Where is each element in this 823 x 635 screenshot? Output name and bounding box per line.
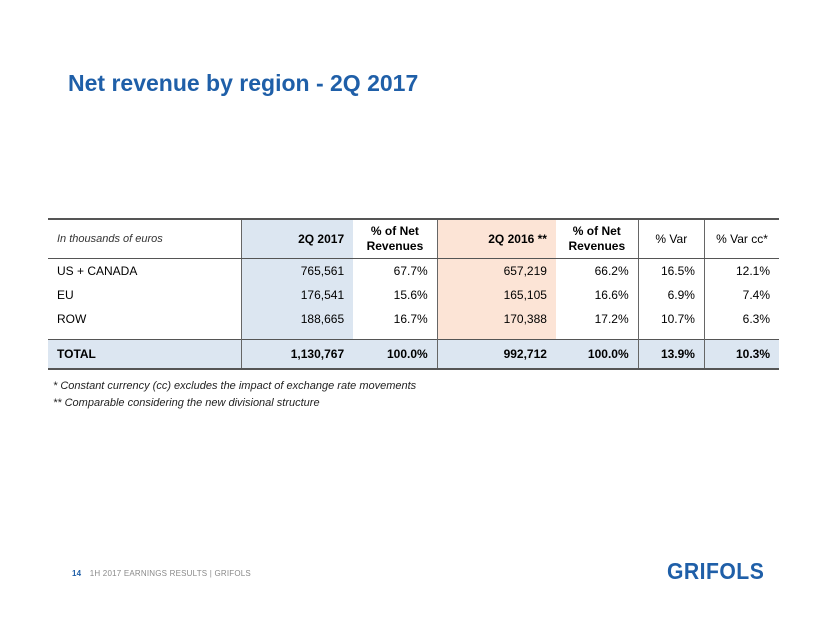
spacer-cell <box>353 331 437 340</box>
table-header-row: In thousands of euros 2Q 2017 % of Net R… <box>48 218 779 259</box>
cell-2q-2016: 657,219 <box>436 258 556 283</box>
spacer-cell <box>241 331 354 340</box>
header-pct-net-revenues-2016: % of Net Revenues <box>555 218 639 259</box>
cell-var: 10.7% <box>637 307 705 331</box>
spacer-cell <box>556 331 638 340</box>
total-var-cc: 10.3% <box>703 339 779 370</box>
page-number: 14 <box>72 569 82 578</box>
header-units-label: In thousands of euros <box>48 218 242 259</box>
grifols-logo: GRIFOLS <box>667 558 765 584</box>
cell-var: 6.9% <box>637 283 705 307</box>
header-pct-var-cc: % Var cc* <box>703 218 779 259</box>
total-2q-2016: 992,712 <box>436 339 556 370</box>
table-row: US + CANADA 765,561 67.7% 657,219 66.2% … <box>48 258 779 283</box>
cell-2q-2017: 188,665 <box>241 307 354 331</box>
footnote-comparable: ** Comparable considering the new divisi… <box>53 397 320 409</box>
cell-pct-2016: 66.2% <box>594 264 629 278</box>
row-spacer <box>48 331 779 340</box>
spacer-cell <box>48 331 242 340</box>
header-pct-net-revenues-2017-text: % of Net Revenues <box>366 224 424 253</box>
cell-var-cc: 6.3% <box>703 307 779 331</box>
table-row: EU 176,541 15.6% 165,105 16.6% 6.9% 7.4% <box>48 283 779 307</box>
total-row: TOTAL 1,130,767 100.0% 992,712 100.0% 13… <box>48 339 779 370</box>
cell-pct-2017: 67.7% <box>393 264 428 278</box>
slide-footer: 14 1H 2017 EARNINGS RESULTS | GRIFOLS <box>72 569 251 578</box>
total-label: TOTAL <box>48 339 242 370</box>
cell-2q-2017: 765,561 <box>241 258 354 283</box>
footer-text: 1H 2017 EARNINGS RESULTS | GRIFOLS <box>89 569 251 578</box>
total-var: 13.9% <box>637 339 705 370</box>
header-pct-var: % Var <box>637 218 705 259</box>
page-title: Net revenue by region - 2Q 2017 <box>68 70 419 96</box>
row-label: ROW <box>57 312 87 326</box>
cell-pct-2017: 16.7% <box>393 312 428 326</box>
cell-var: 16.5% <box>637 258 705 283</box>
spacer-cell <box>436 331 556 340</box>
header-2q-2016: 2Q 2016 ** <box>436 218 556 259</box>
table-row: ROW 188,665 16.7% 170,388 17.2% 10.7% 6.… <box>48 307 779 331</box>
spacer-cell <box>637 331 705 340</box>
header-2q-2017: 2Q 2017 <box>241 218 354 259</box>
total-pct-2016: 100.0% <box>555 339 639 370</box>
row-label: US + CANADA <box>57 264 138 278</box>
footnotes: * Constant currency (cc) excludes the im… <box>53 378 416 412</box>
cell-pct-2016: 16.6% <box>594 288 629 302</box>
spacer-cell <box>703 331 779 340</box>
cell-var-cc: 12.1% <box>703 258 779 283</box>
header-pct-net-revenues-2017: % of Net Revenues <box>353 218 438 259</box>
row-label: EU <box>57 288 74 302</box>
cell-var-cc: 7.4% <box>703 283 779 307</box>
cell-2q-2016: 165,105 <box>436 283 556 307</box>
total-2q-2017: 1,130,767 <box>241 339 354 370</box>
total-pct-2017: 100.0% <box>353 339 438 370</box>
net-revenue-table: In thousands of euros 2Q 2017 % of Net R… <box>48 218 779 370</box>
cell-2q-2016: 170,388 <box>436 307 556 331</box>
cell-2q-2017: 176,541 <box>241 283 354 307</box>
header-pct-net-revenues-2016-text: % of Net Revenues <box>568 224 626 253</box>
footnote-constant-currency: * Constant currency (cc) excludes the im… <box>53 380 417 392</box>
cell-pct-2016: 17.2% <box>594 312 629 326</box>
cell-pct-2017: 15.6% <box>393 288 428 302</box>
